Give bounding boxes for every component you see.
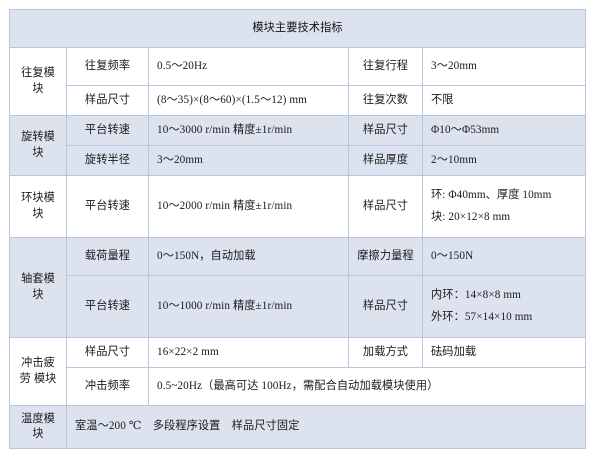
table-row: 样品尺寸 (8～35)×(8～60)×(1.5～12) mm 往复次数 不限 bbox=[10, 85, 587, 116]
spec-key: 往复次数 bbox=[348, 85, 423, 116]
spec-value: 3～20mm bbox=[148, 145, 349, 176]
spec-key: 往复行程 bbox=[348, 47, 423, 86]
spec-key: 往复频率 bbox=[66, 47, 149, 86]
table-row: 冲击频率 0.5~20Hz（最高可达 100Hz，需配合自动加载模块使用） bbox=[10, 367, 587, 406]
spec-key: 加载方式 bbox=[348, 337, 423, 368]
table-row: 平台转速 10～1000 r/min 精度±1r/min 样品尺寸 内环：14×… bbox=[10, 275, 587, 338]
spec-key: 载荷量程 bbox=[66, 237, 149, 276]
spec-value-line: 外环：57×14×10 mm bbox=[431, 311, 533, 323]
group-label-line: 劳 bbox=[19, 372, 31, 385]
spec-value: 0～150N bbox=[421, 237, 587, 276]
group-label-bushing: 轴套模块 bbox=[9, 237, 67, 338]
spec-value-full: 室温～200 ℃ 多段程序设置 样品尺寸固定 bbox=[65, 405, 587, 449]
group-label-line: 冲击疲 bbox=[21, 357, 55, 370]
spec-value: 10～1000 r/min 精度±1r/min bbox=[148, 275, 349, 338]
table-row: 轴套模块 载荷量程 0～150N，自动加载 摩擦力量程 0～150N bbox=[9, 237, 587, 338]
spec-value: 0～150N，自动加载 bbox=[148, 237, 349, 276]
group-label-impact-fatigue: 冲击疲 劳 模块 bbox=[9, 337, 67, 406]
spec-value: (8～35)×(8～60)×(1.5～12) mm bbox=[148, 85, 349, 116]
spec-value: 16×22×2 mm bbox=[148, 337, 349, 368]
spec-key: 旋转半径 bbox=[66, 145, 149, 176]
spec-key: 平台转速 bbox=[66, 115, 149, 146]
spec-key: 冲击频率 bbox=[66, 367, 149, 406]
group-label-reciprocating: 往复模块 bbox=[9, 47, 67, 116]
spec-value-line: 内环：14×8×8 mm bbox=[431, 288, 521, 301]
module-spec-table: 模块主要技术指标 往复模块 往复频率 0.5～20Hz 往复行程 3～20mm … bbox=[8, 9, 587, 449]
spec-value: 10～3000 r/min 精度±1r/min bbox=[148, 115, 349, 146]
spec-value: 3～20mm bbox=[421, 47, 587, 86]
spec-value: 砝码加载 bbox=[421, 337, 587, 368]
spec-key: 样品尺寸 bbox=[348, 175, 423, 238]
group-label-ring-block: 环块模块 bbox=[9, 175, 67, 238]
spec-key: 样品尺寸 bbox=[348, 275, 423, 338]
spec-table-container: 模块主要技术指标 往复模块 往复频率 0.5～20Hz 往复行程 3～20mm … bbox=[8, 9, 587, 449]
table-row: 旋转半径 3～20mm 样品厚度 2～10mm bbox=[10, 145, 587, 176]
spec-value-multiline: 环: Φ40mm、厚度 10mm 块: 20×12×8 mm bbox=[421, 175, 587, 238]
spec-value: 0.5～20Hz bbox=[148, 47, 349, 86]
spec-key: 平台转速 bbox=[66, 175, 149, 238]
spec-value: 10～2000 r/min 精度±1r/min bbox=[148, 175, 349, 238]
table-row: 冲击疲 劳 模块 样品尺寸 16×22×2 mm 加载方式 砝码加载 bbox=[9, 337, 587, 406]
table-row: 环块模块 平台转速 10～2000 r/min 精度±1r/min 样品尺寸 环… bbox=[9, 175, 587, 238]
group-label-line: 模块 bbox=[33, 372, 57, 385]
spec-key: 摩擦力量程 bbox=[348, 237, 423, 276]
spec-value: 2～10mm bbox=[421, 145, 587, 176]
spec-key: 样品厚度 bbox=[348, 145, 423, 176]
spec-key: 样品尺寸 bbox=[66, 85, 149, 116]
table-title: 模块主要技术指标 bbox=[8, 9, 587, 48]
group-label-temperature: 温度模块 bbox=[9, 405, 67, 449]
spec-key: 样品尺寸 bbox=[66, 337, 149, 368]
spec-key: 样品尺寸 bbox=[348, 115, 423, 146]
table-row: 温度模块 室温～200 ℃ 多段程序设置 样品尺寸固定 bbox=[9, 405, 587, 449]
spec-value-line: 块: 20×12×8 mm bbox=[431, 211, 511, 223]
spec-value: 不限 bbox=[421, 85, 587, 116]
table-row: 往复模块 往复频率 0.5～20Hz 往复行程 3～20mm bbox=[9, 47, 587, 116]
table-row: 旋转模块 平台转速 10～3000 r/min 精度±1r/min 样品尺寸 Φ… bbox=[9, 115, 587, 176]
spec-key: 平台转速 bbox=[66, 275, 149, 338]
spec-value-wide: 0.5~20Hz（最高可达 100Hz，需配合自动加载模块使用） bbox=[147, 367, 587, 406]
spec-value-line: 环: Φ40mm、厚度 10mm bbox=[431, 188, 552, 201]
table-header-row: 模块主要技术指标 bbox=[8, 9, 587, 48]
spec-value: Φ10～Φ53mm bbox=[421, 115, 587, 146]
spec-value-multiline: 内环：14×8×8 mm 外环：57×14×10 mm bbox=[421, 275, 587, 338]
group-label-rotary: 旋转模块 bbox=[9, 115, 67, 176]
